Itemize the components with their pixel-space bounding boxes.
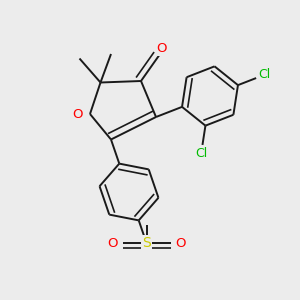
Text: S: S [142,236,151,250]
Text: Cl: Cl [195,147,207,160]
Text: O: O [108,237,118,250]
Text: O: O [156,42,167,56]
Text: O: O [175,237,185,250]
Text: Cl: Cl [258,68,271,81]
Text: O: O [72,107,83,121]
